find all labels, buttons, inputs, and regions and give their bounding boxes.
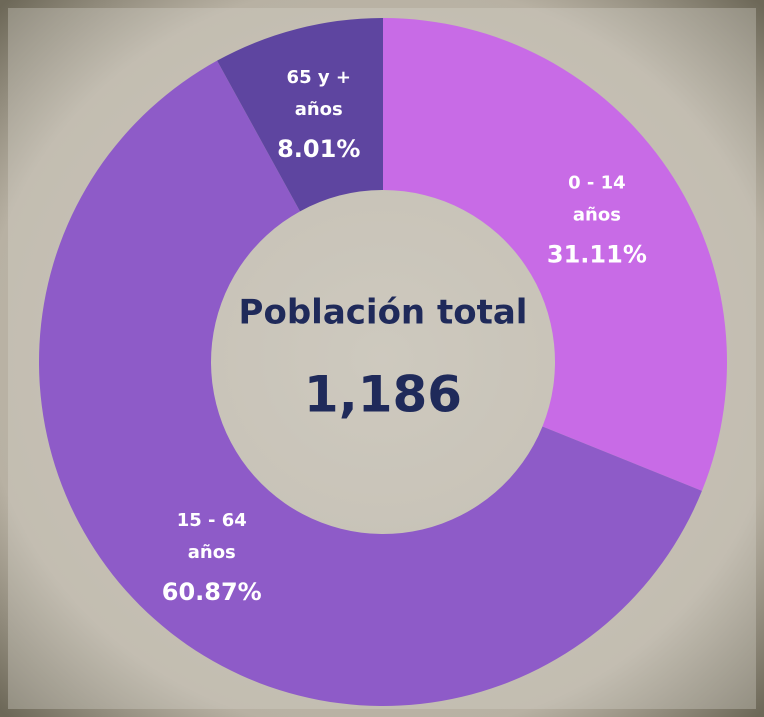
slice-label-line: 65 y + xyxy=(287,67,351,88)
slice-label-line: años xyxy=(573,205,621,226)
slice-value: 8.01% xyxy=(277,135,360,163)
slice-value: 31.11% xyxy=(547,241,647,269)
slice-label-line: años xyxy=(295,99,343,120)
chart: Población total 1,186 0 - 14 años 31.11% 15… xyxy=(0,0,764,717)
center-title: Población total xyxy=(239,293,528,333)
slice-value: 60.87% xyxy=(162,578,262,606)
page: Población total 1,186 0 - 14 años 31.11% 15… xyxy=(0,0,764,717)
slice-label-line: años xyxy=(188,542,236,563)
slice-label-line: 15 - 64 xyxy=(177,510,247,531)
slice-label-line: 0 - 14 xyxy=(568,173,626,194)
center-total: 1,186 xyxy=(304,366,462,424)
